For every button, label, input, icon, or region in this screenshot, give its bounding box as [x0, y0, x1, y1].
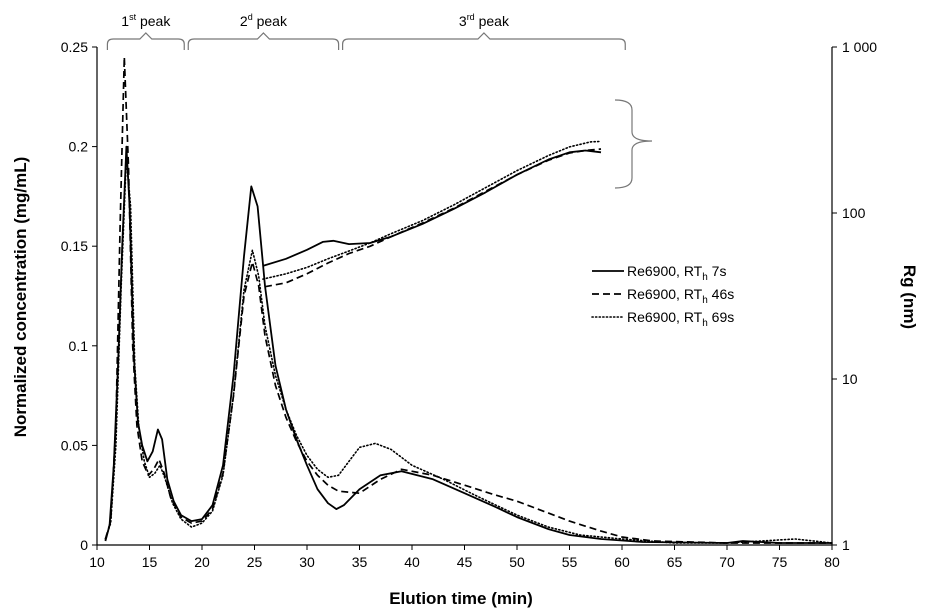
x-tick-label: 70 — [719, 554, 735, 570]
legend-label: Re6900, RTh 7s — [627, 263, 726, 283]
rg-series-dashed-line — [264, 148, 602, 288]
x-tick-label: 30 — [299, 554, 315, 570]
x-tick-label: 45 — [457, 554, 473, 570]
x-tick-label: 55 — [562, 554, 578, 570]
concentration-series-solid-line — [104, 145, 832, 544]
peak-brackets: 1st peak 2d peak 3rd peak — [106, 12, 626, 50]
x-tick-label: 50 — [509, 554, 525, 570]
peak-label: 3rd peak — [459, 12, 510, 29]
concentration-series-dotted-line — [104, 155, 833, 544]
peak-bracket — [106, 32, 185, 50]
legend-label: Re6900, RTh 69s — [627, 309, 734, 329]
peak-label: 2d peak — [240, 12, 288, 29]
x-tick-label: 60 — [614, 554, 630, 570]
y-tick-label: 0.15 — [61, 238, 88, 254]
y-axis-title: Normalized concentration (mg/mL) — [11, 157, 30, 438]
legend: Re6900, RTh 7s Re6900, RTh 46s Re6900, RTh… — [591, 263, 734, 329]
rg-series-solid-line — [262, 149, 602, 267]
y2-tick-label: 1 000 — [842, 39, 877, 55]
peak-label: 1st peak — [121, 12, 171, 29]
y-tick-label: 0.2 — [69, 139, 89, 155]
rg-series-dotted-line — [262, 140, 602, 280]
series-layer — [104, 56, 833, 544]
x-tick-label: 35 — [352, 554, 368, 570]
x-tick-label: 10 — [89, 554, 105, 570]
axes: 10 15 20 25 30 35 40 45 50 55 60 65 70 75 80 0 0.05 0.1 0.… — [61, 39, 877, 570]
x-tick-label: 15 — [142, 554, 158, 570]
x-tick-label: 65 — [667, 554, 683, 570]
x-axis-title: Elution time (min) — [389, 589, 533, 608]
y-tick-label: 0.05 — [61, 437, 88, 453]
x-tick-label: 25 — [247, 554, 263, 570]
y-tick-label: 0.1 — [69, 338, 89, 354]
x-tick-label: 20 — [194, 554, 210, 570]
y2-tick-label: 1 — [842, 537, 850, 553]
legend-label: Re6900, RTh 46s — [627, 286, 734, 306]
y2-axis-title: Rg (nm) — [900, 265, 919, 329]
y-tick-label: 0.25 — [61, 39, 88, 55]
y-tick-label: 0 — [80, 537, 88, 553]
x-tick-label: 80 — [824, 554, 840, 570]
x-tick-label: 40 — [404, 554, 420, 570]
y2-tick-label: 100 — [842, 205, 866, 221]
rg-brace — [614, 99, 653, 189]
x-tick-label: 75 — [772, 554, 788, 570]
y2-tick-label: 10 — [842, 371, 858, 387]
peak-bracket — [187, 32, 340, 50]
concentration-series-dashed-line — [104, 56, 832, 544]
peak-bracket — [342, 32, 626, 50]
